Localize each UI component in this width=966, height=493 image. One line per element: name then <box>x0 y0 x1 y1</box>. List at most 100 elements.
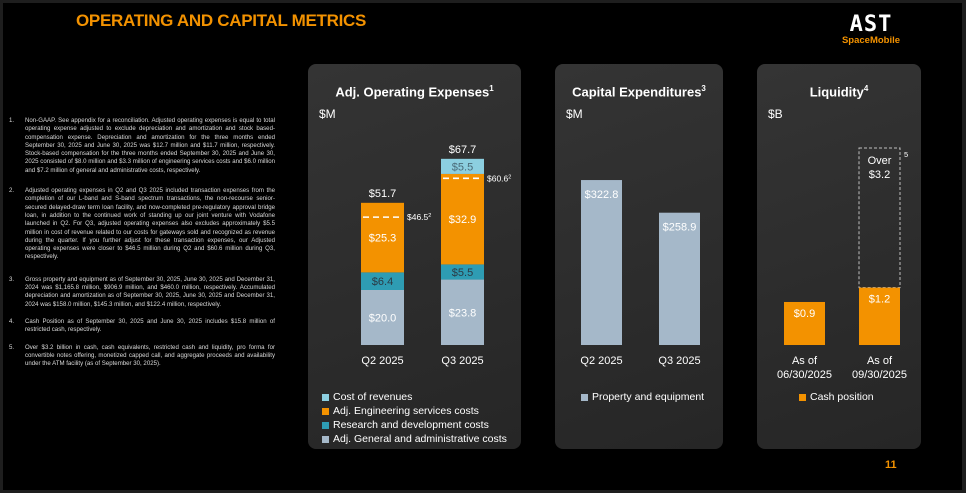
footnote-number: 2. <box>9 187 15 195</box>
footnote-text: Non-GAAP. See appendix for a reconciliat… <box>25 117 275 174</box>
legend-label: Property and equipment <box>592 391 705 403</box>
data-label: $5.5 <box>452 267 473 279</box>
capex-chart-svg: $322.8 Q2 2025 $258.9 Q3 2025 <box>580 180 701 367</box>
bar <box>659 212 700 345</box>
chart-title: Liquidity4 <box>757 84 921 99</box>
logo-ast-text: AST <box>849 12 893 37</box>
x-tick-label: 09/30/2025 <box>852 369 907 381</box>
legend-swatch <box>581 393 588 401</box>
footnote-marker: 1 <box>489 84 494 93</box>
bar-segment <box>361 202 404 273</box>
footnote-item: 2. Adjusted operating expenses in Q2 and … <box>9 187 275 262</box>
legend-swatch <box>322 393 329 401</box>
x-tick-label: As of <box>792 355 818 367</box>
panel-liquidity: Liquidity4 $B Over $3.2 5 $0.9 As of 06/30/20… <box>757 64 921 449</box>
footnote-item: 1. Non-GAAP. See appendix for a reconcili… <box>9 117 275 175</box>
footnote-item: 3. Gross property and equipment as of Sep… <box>9 276 275 309</box>
data-label: $1.2 <box>869 294 890 306</box>
page-number: 11 <box>885 459 897 471</box>
legend-swatch <box>322 407 329 415</box>
total-label: $51.7 <box>369 188 397 200</box>
x-tick-label: Q2 2025 <box>580 355 622 367</box>
legend-item: Research and development costs <box>322 418 507 432</box>
slide: OPERATING AND CAPITAL METRICS AST SpaceM… <box>3 3 962 490</box>
footnote-text: Over $3.2 billion in cash, cash equivale… <box>25 343 275 368</box>
company-logo: AST SpaceMobile <box>831 14 911 46</box>
legend-label: Cost of revenues <box>333 391 413 403</box>
chart-title-text: Liquidity <box>809 84 864 100</box>
footnote-item: 5. Over $3.2 billion in cash, cash equiva… <box>9 344 275 369</box>
footnote-number: 4. <box>9 317 15 325</box>
chart-title-text: Adj. Operating Expenses <box>335 84 490 100</box>
data-label: $322.8 <box>585 189 619 201</box>
bar-segment <box>441 264 484 280</box>
legend-swatch <box>799 393 806 401</box>
legend-swatch <box>322 435 329 443</box>
chart-title: Adj. Operating Expenses1 <box>308 84 521 99</box>
total-label: $67.7 <box>449 144 477 156</box>
chart-title-text: Capital Expenditures <box>572 84 702 100</box>
footnote-marker: 3 <box>701 84 706 93</box>
legend-swatch <box>322 421 329 429</box>
data-label: $23.8 <box>449 307 477 319</box>
y-unit-label: $M <box>566 107 583 121</box>
footnote-number: 1. <box>9 117 15 124</box>
bar <box>859 287 900 345</box>
footnotes: 1. Non-GAAP. See appendix for a reconcili… <box>9 117 275 377</box>
data-label: $0.9 <box>794 308 815 320</box>
bar-segment <box>441 158 484 174</box>
footnote-text: Cash Position as of September 30, 2025 a… <box>25 317 275 334</box>
footnote-marker: 5 <box>904 150 908 159</box>
footnote-item: 4. Cash Position as of September 30, 2025… <box>9 318 275 335</box>
legend-label: Research and development costs <box>333 419 489 431</box>
legend-item: Cost of revenues <box>322 390 507 404</box>
chart-title: Capital Expenditures3 <box>555 84 723 99</box>
x-tick-label: As of <box>867 355 893 367</box>
panel-capital-expenditures: Capital Expenditures3 $M $322.8 Q2 2025 $2… <box>555 64 723 449</box>
legend-item: Cash position <box>799 390 874 404</box>
bar-segment <box>441 173 484 265</box>
liquidity-chart-svg: Over $3.2 5 $0.9 As of 06/30/2025 $1.2 As of 09/… <box>777 147 908 381</box>
chart-legend: Cost of revenues Adj. Engineering service… <box>322 390 507 446</box>
legend-item: Adj. Engineering services costs <box>322 404 507 418</box>
slide-title: OPERATING AND CAPITAL METRICS <box>76 11 367 30</box>
footnote-text: Adjusted operating expenses in Q2 and Q3… <box>25 187 275 261</box>
legend-label: Adj. Engineering services costs <box>333 405 479 417</box>
bar <box>581 180 622 345</box>
bar-segment <box>441 279 484 345</box>
footnote-marker: 2 <box>508 174 511 180</box>
data-label: $5.5 <box>452 161 473 173</box>
footnote-number: 5. <box>9 343 15 351</box>
x-tick-label: Q3 2025 <box>441 355 483 367</box>
bar <box>784 301 825 345</box>
opex-chart-svg: $20.0 $6.4 $25.3 $51.7 Q2 2025 $46.52 $23.8 $5.… <box>361 144 511 367</box>
footnote-number: 3. <box>9 275 15 283</box>
x-tick-label: Q3 2025 <box>658 355 700 367</box>
legend-label: Cash position <box>810 391 874 403</box>
y-unit-label: $M <box>319 107 336 121</box>
footnote-marker: 2 <box>428 213 431 219</box>
footnote-marker: 4 <box>863 84 869 93</box>
chart-legend: Property and equipment <box>581 390 704 404</box>
bar-segment <box>361 290 404 345</box>
footnote-text: Gross property and equipment as of Septe… <box>25 275 275 308</box>
panel-operating-expenses: Adj. Operating Expenses1 $M $20.0 $6.4 $25… <box>308 64 521 449</box>
data-label: $6.4 <box>372 276 393 288</box>
bar-segment <box>361 272 404 290</box>
logo-spacemobile-text: SpaceMobile <box>841 35 901 46</box>
y-unit-label: $B <box>768 107 783 121</box>
data-label: $258.9 <box>663 222 697 234</box>
legend-item: Property and equipment <box>581 390 704 404</box>
adjusted-marker-label: $60.62 <box>487 173 511 183</box>
data-label: $32.9 <box>449 214 477 226</box>
x-tick-label: Q2 2025 <box>361 355 403 367</box>
pro-forma-label: Over <box>868 155 892 167</box>
adjusted-marker-label: $46.52 <box>407 212 431 222</box>
legend-label: Adj. General and administrative costs <box>333 433 507 445</box>
x-tick-label: 06/30/2025 <box>777 369 832 381</box>
data-label: $20.0 <box>369 313 397 325</box>
chart-legend: Cash position <box>799 390 874 404</box>
legend-item: Adj. General and administrative costs <box>322 432 507 446</box>
pro-forma-value: $3.2 <box>869 169 890 181</box>
data-label: $25.3 <box>369 233 397 245</box>
